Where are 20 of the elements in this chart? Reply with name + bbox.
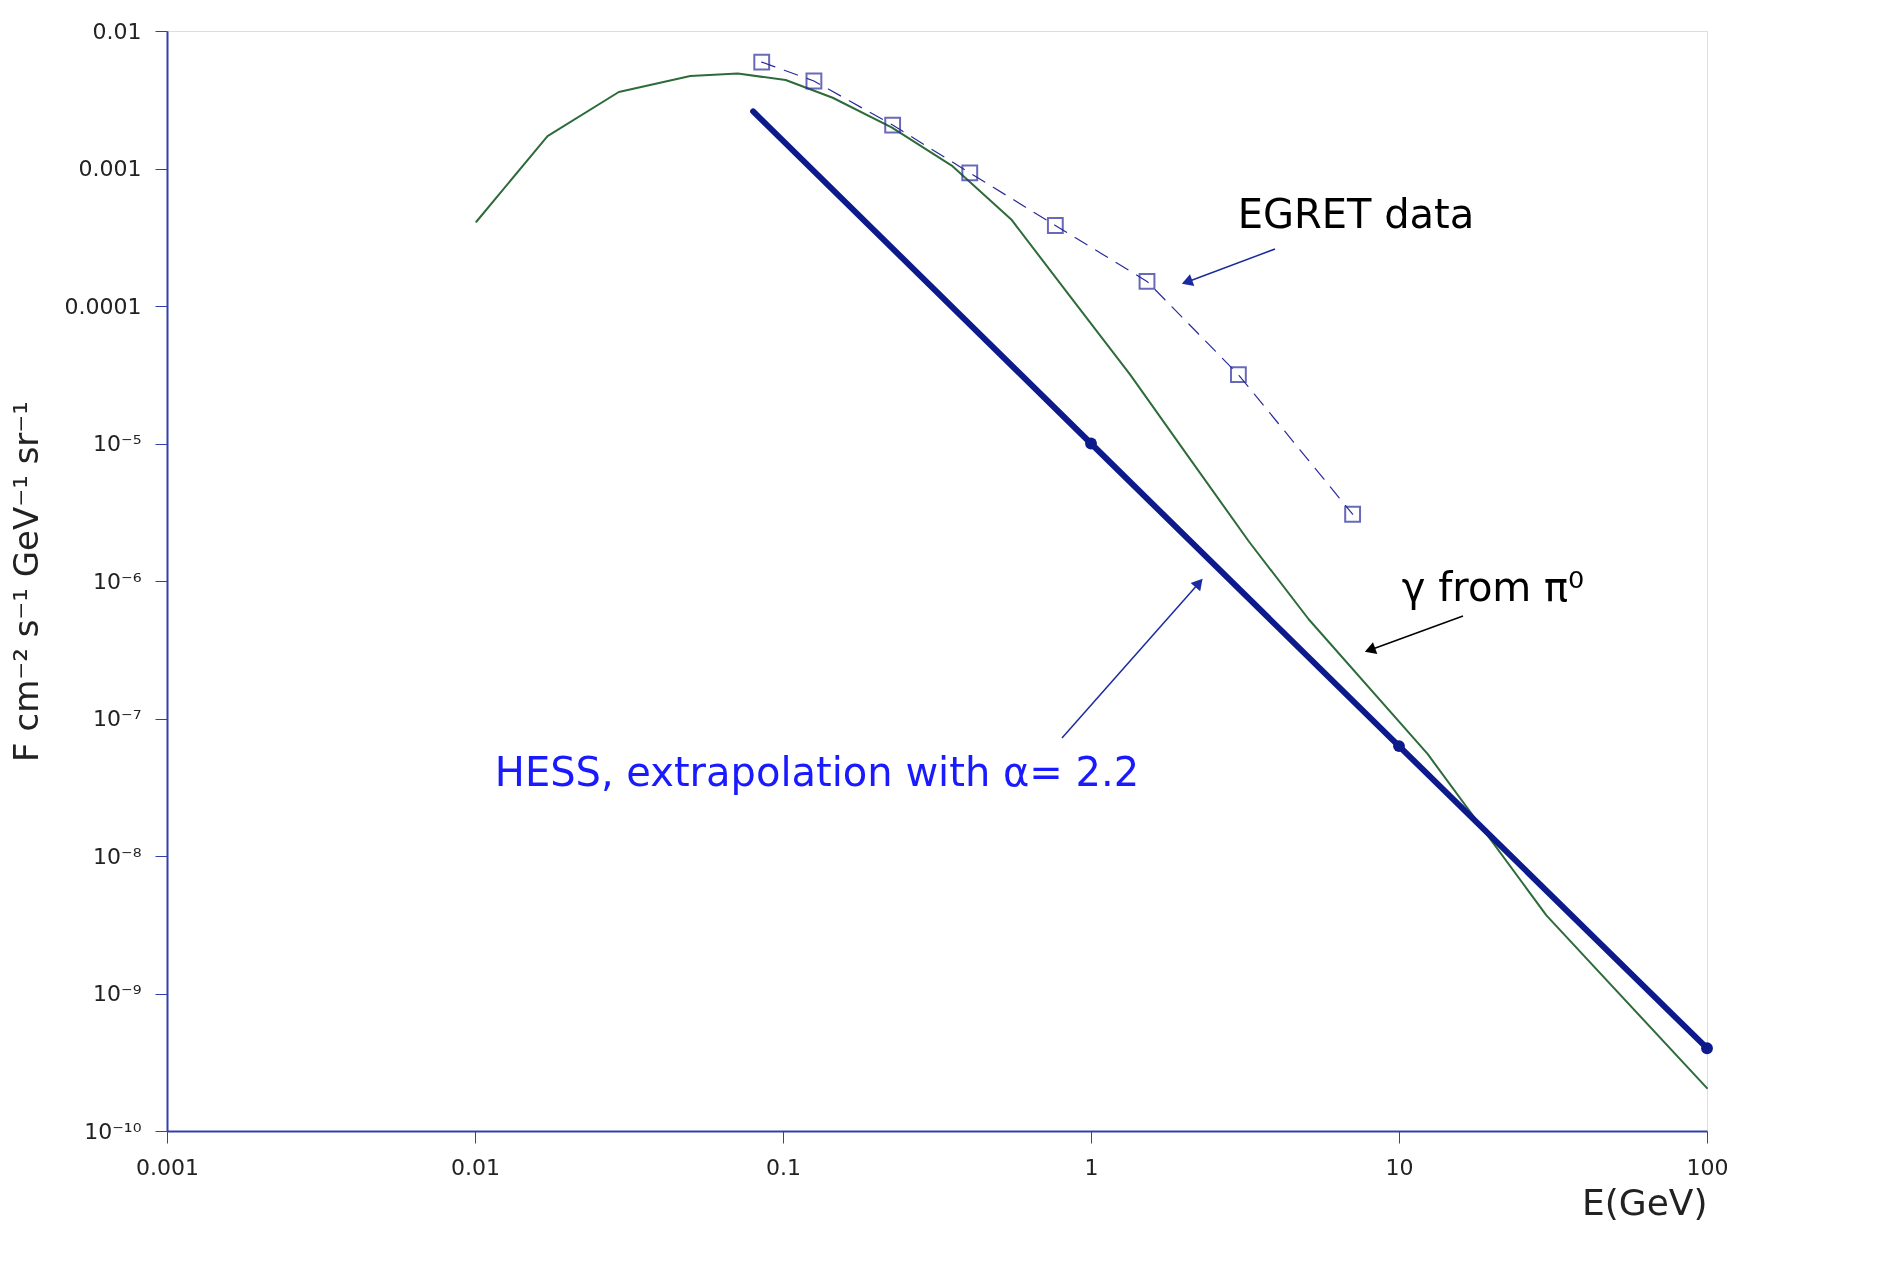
y-tick-label: 10⁻⁹ <box>93 981 142 1006</box>
y-tick-label: 10⁻⁷ <box>93 706 142 731</box>
y-tick-label: 10⁻⁵ <box>93 431 142 456</box>
x-tick-label: 0.1 <box>766 1154 801 1180</box>
annotation: EGRET data <box>1237 191 1475 237</box>
annotation: HESS, extrapolation with α= 2.2 <box>494 749 1140 795</box>
annotation: γ from π⁰ <box>1401 564 1585 610</box>
y-tick-label: 10⁻⁸ <box>93 843 142 869</box>
y-tick-label: 0.0001 <box>64 293 142 319</box>
x-axis-title: E(GeV) <box>1581 1181 1708 1223</box>
x-tick-label: 10 <box>1385 1154 1414 1180</box>
y-tick-label: 10⁻⁶ <box>93 568 142 594</box>
y-tick-label: 0.01 <box>92 18 142 44</box>
y-tick-label: 10⁻¹⁰ <box>84 1118 142 1144</box>
y-tick-label: 0.001 <box>78 156 142 181</box>
x-tick-label: 0.01 <box>451 1154 500 1180</box>
x-tick-label: 1 <box>1084 1154 1099 1180</box>
x-tick-label: 0.001 <box>136 1154 199 1180</box>
y-axis-title: F cm⁻² s⁻¹ GeV⁻¹ sr⁻¹ <box>5 401 46 762</box>
x-tick-label: 100 <box>1686 1154 1729 1180</box>
